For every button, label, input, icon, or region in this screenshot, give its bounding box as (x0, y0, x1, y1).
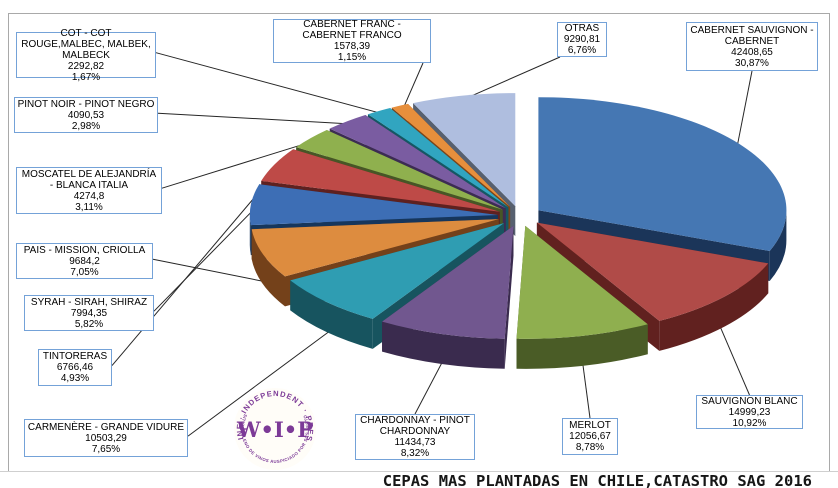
leader-line-sauvignon-blanc (718, 324, 750, 396)
callout-percent: 30,87% (735, 57, 769, 69)
slice-rim-wall (769, 210, 787, 281)
plot-border (8, 13, 830, 471)
slice-rim-wall (516, 324, 648, 369)
callout-name: COT - COT ROUGE,MALBEC, MALBEK, MALBECK (21, 27, 151, 61)
callout-value: 4090,53 (67, 109, 105, 121)
callout-percent: 10,92% (732, 417, 767, 429)
leader-line-moscatel (161, 139, 317, 189)
leader-line-merlot (582, 362, 591, 419)
callout-cabernet-franc: CABERNET FRANC - CABERNET FRANCO 1578,39 1… (273, 19, 431, 63)
callout-chardonnay: CHARDONNAY - PINOT CHARDONNAY 11434,73 8,3… (355, 414, 475, 460)
leader-line-cot (155, 52, 383, 115)
leader-line-pais (152, 258, 270, 284)
callout-name: MOSCATEL DE ALEJANDRÍA - BLANCA ITALIA (21, 168, 157, 191)
callout-syrah: SYRAH - SIRAH, SHIRAZ 7994,35 5,82% (24, 295, 154, 331)
callout-cot: COT - COT ROUGE,MALBEC, MALBEK, MALBECK 2… (16, 28, 156, 83)
callout-tintoreras: TINTORERAS 6766,46 4,93% (38, 349, 112, 386)
callout-percent: 1,15% (337, 52, 367, 63)
callout-value: 12056,67 (569, 431, 611, 442)
slice-top-face (413, 93, 516, 207)
callout-name: TINTORERAS (42, 351, 108, 362)
callout-percent: 2,98% (71, 120, 101, 132)
callout-percent: 7,05% (70, 266, 99, 278)
callout-otras: OTRAS 9290,81 6,76% (557, 22, 607, 57)
slice-top-face (516, 225, 648, 339)
leader-lines (111, 52, 753, 437)
callout-value: 14999,23 (728, 406, 771, 418)
slice-rim-wall (659, 263, 769, 351)
callout-value: 1578,39 (333, 41, 371, 52)
leader-line-carmenere (187, 329, 332, 437)
slice-top-face (329, 115, 506, 209)
callout-sauvignon-blanc: SAUVIGNON BLANC 14999,23 10,92% (696, 395, 803, 429)
leader-line-cabernet-sauvignon (736, 70, 753, 149)
callout-value: 7994,35 (70, 307, 108, 319)
callout-name: MERLOT (569, 420, 611, 431)
slice-top-face (261, 149, 500, 212)
slice-top-face (536, 222, 769, 321)
wip-logo-center-text: W•I•P (236, 417, 313, 442)
pie-slice-chardonnay (382, 225, 514, 369)
callout-value: 42408,65 (731, 46, 773, 58)
leader-line-pinot-noir (157, 112, 352, 125)
callout-percent: 8,32% (400, 448, 430, 459)
callout-pinot-noir: PINOT NOIR - PINOT NEGRO 4090,53 2,98% (14, 97, 158, 133)
pie-slice-merlot (516, 225, 648, 369)
callout-name: CABERNET FRANC - CABERNET FRANCO (302, 19, 402, 41)
slice-side-wall (504, 225, 514, 369)
callout-percent: 4,93% (60, 373, 90, 384)
callout-cabernet-sauvignon: CABERNET SAUVIGNON - CABERNET 42408,65 30,… (686, 22, 818, 71)
slice-top-face (251, 219, 499, 277)
callout-percent: 1,67% (71, 71, 101, 83)
callout-value: 4274,8 (73, 190, 105, 202)
callout-moscatel: MOSCATEL DE ALEJANDRÍA - BLANCA ITALIA 42… (16, 167, 162, 214)
callout-value: 9684,2 (69, 255, 100, 267)
callout-pais: PAIS - MISSION, CRIOLLA 9684,2 7,05% (16, 243, 153, 279)
pie-chart (249, 93, 787, 369)
slice-top-face (367, 108, 509, 208)
slice-top-face (382, 225, 514, 339)
slice-top-face (391, 103, 511, 207)
slice-rim-wall (382, 321, 505, 369)
callout-value: 6766,46 (56, 362, 94, 373)
leader-line-syrah (153, 204, 259, 312)
callout-percent: 7,65% (91, 443, 121, 455)
callout-name: PINOT NOIR - PINOT NEGRO (17, 98, 155, 110)
callout-name: PAIS - MISSION, CRIOLLA (23, 244, 146, 256)
leader-line-chardonnay (414, 360, 444, 415)
callout-name: CARMENÈRE - GRANDE VIDURE (27, 421, 185, 433)
leader-line-otras (464, 56, 561, 100)
chart-title: CEPAS MAS PLANTADAS EN CHILE,CATASTRO SA… (382, 472, 812, 488)
wip-logo-background (234, 388, 316, 470)
bottom-divider (0, 471, 838, 472)
leader-line-cabernet-franc (402, 62, 424, 109)
slice-top-face (290, 223, 504, 319)
callout-name: CABERNET SAUVIGNON - CABERNET (690, 24, 814, 47)
callout-carmenere: CARMENÈRE - GRANDE VIDURE 10503,29 7,65% (24, 419, 188, 457)
callout-value: 11434,73 (394, 437, 436, 448)
callout-name: SAUVIGNON BLANC (701, 395, 798, 407)
callout-name: SYRAH - SIRAH, SHIRAZ (30, 296, 148, 308)
slice-rim-wall (249, 215, 251, 256)
slice-top-face (249, 184, 498, 226)
callout-percent: 6,76% (567, 45, 597, 56)
slice-top-face (538, 97, 787, 251)
slice-rim-wall (290, 280, 373, 349)
callout-percent: 8,78% (575, 442, 605, 453)
slice-rim-wall (251, 229, 285, 307)
callout-value: 10503,29 (85, 432, 127, 444)
slice-top-face (296, 130, 503, 210)
callout-name: OTRAS (564, 23, 600, 34)
callout-value: 2292,82 (67, 60, 105, 72)
callout-name: CHARDONNAY - PINOT CHARDONNAY (360, 415, 470, 437)
callout-value: 9290,81 (563, 34, 601, 45)
callout-merlot: MERLOT 12056,67 8,78% (562, 418, 618, 455)
chart-title-bar: CEPAS MAS PLANTADAS EN CHILE,CATASTRO SA… (0, 472, 838, 488)
callout-percent: 5,82% (74, 318, 104, 330)
callout-percent: 3,11% (75, 201, 103, 213)
